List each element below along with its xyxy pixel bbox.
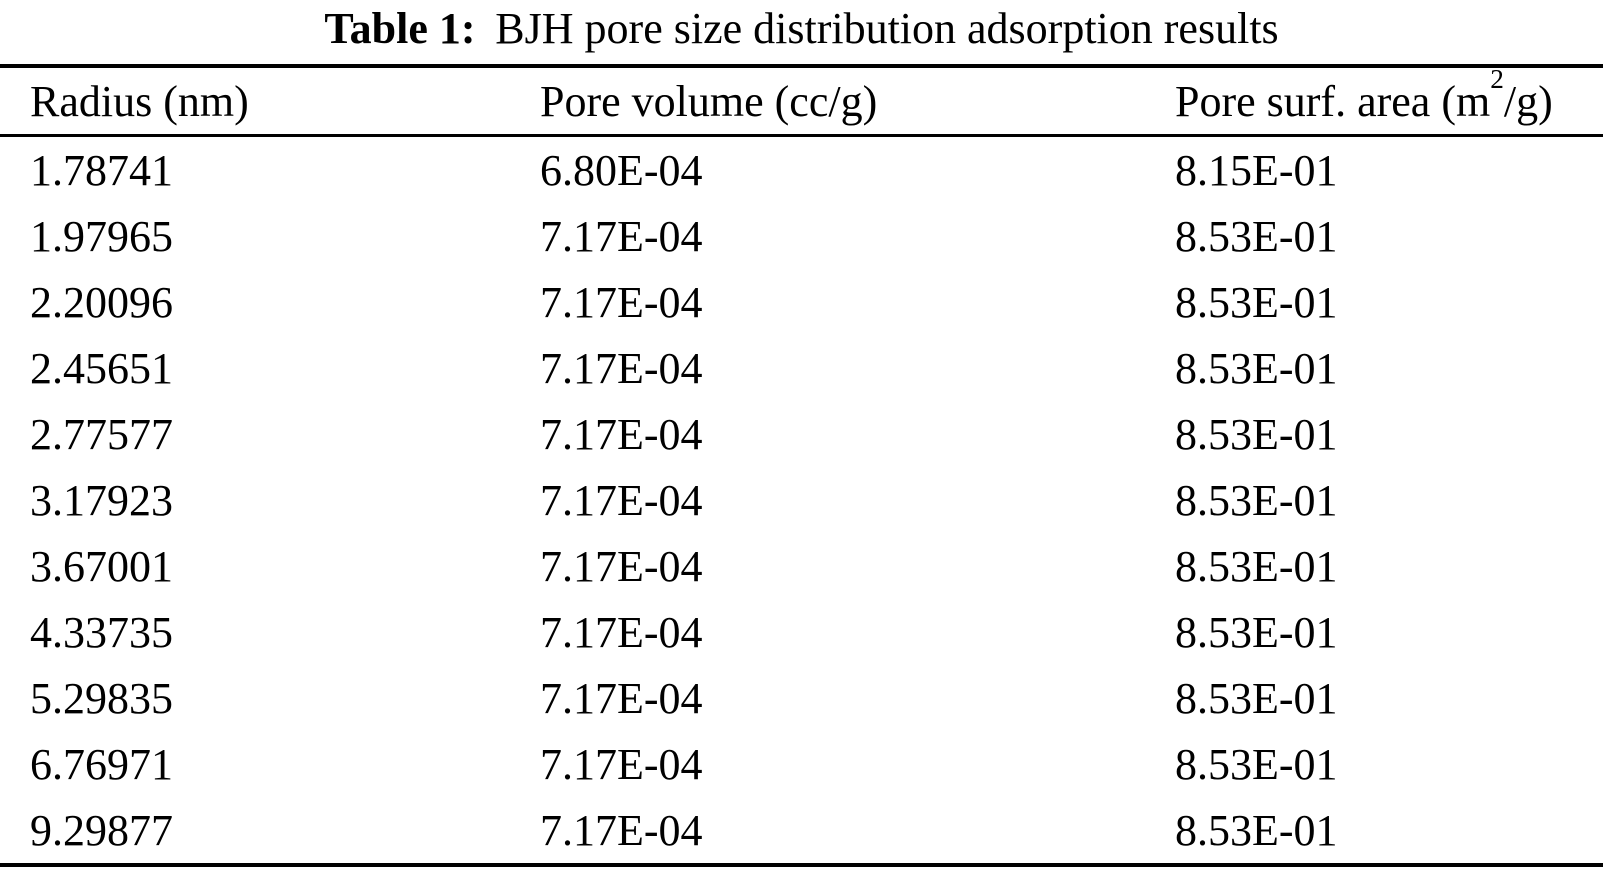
table-cell: 1.97965 (30, 211, 173, 261)
column-header-radius: Radius (nm) (0, 66, 540, 137)
column-header-radius-label: Radius (nm) (30, 76, 249, 126)
table-cell: 5.29835 (30, 673, 173, 723)
table-cell: 7.17E-04 (540, 475, 703, 525)
table-cell: 8.53E-01 (1175, 409, 1338, 459)
table-cell: 1.78741 (30, 145, 173, 195)
table-cell: 2.77577 (30, 409, 173, 459)
table-caption-label: Table 1: (324, 4, 476, 53)
table-row: 2.77577 7.17E-04 8.53E-01 (0, 401, 1603, 467)
table-cell: 8.53E-01 (1175, 343, 1338, 393)
column-header-pore-surface-area-unit-tail: /g) (1503, 76, 1553, 126)
table-cell: 7.17E-04 (540, 277, 703, 327)
table-cell: 7.17E-04 (540, 541, 703, 591)
table-caption-text: BJH pore size distribution adsorption re… (495, 4, 1279, 53)
table-row: 2.45651 7.17E-04 8.53E-01 (0, 335, 1603, 401)
table-cell: 8.53E-01 (1175, 211, 1338, 261)
results-table: Radius (nm) Pore volume (cc/g) Pore surf… (0, 64, 1603, 867)
table-cell: 7.17E-04 (540, 343, 703, 393)
table-cell: 8.53E-01 (1175, 805, 1338, 855)
column-header-pore-volume-label: Pore volume (cc/g) (540, 76, 878, 126)
table-cell: 8.53E-01 (1175, 607, 1338, 657)
table-row: 1.97965 7.17E-04 8.53E-01 (0, 203, 1603, 269)
table-cell: 7.17E-04 (540, 673, 703, 723)
table-cell: 8.53E-01 (1175, 475, 1338, 525)
table-cell: 2.45651 (30, 343, 173, 393)
column-header-pore-volume: Pore volume (cc/g) (540, 66, 1175, 137)
table-cell: 7.17E-04 (540, 409, 703, 459)
column-header-pore-surface-area: Pore surf. area (m2/g) (1175, 63, 1603, 137)
table-cell: 8.15E-01 (1175, 145, 1338, 195)
table-cell: 7.17E-04 (540, 607, 703, 657)
table-cell: 9.29877 (30, 805, 173, 855)
table-cell: 8.53E-01 (1175, 541, 1338, 591)
table-header-row: Radius (nm) Pore volume (cc/g) Pore surf… (0, 63, 1603, 137)
table-row: 5.29835 7.17E-04 8.53E-01 (0, 665, 1603, 731)
table-cell: 8.53E-01 (1175, 739, 1338, 789)
table-row: 3.17923 7.17E-04 8.53E-01 (0, 467, 1603, 533)
table-cell: 7.17E-04 (540, 805, 703, 855)
table-header: Radius (nm) Pore volume (cc/g) Pore surf… (0, 63, 1603, 137)
table-cell: 3.67001 (30, 541, 173, 591)
table-row: 3.67001 7.17E-04 8.53E-01 (0, 533, 1603, 599)
table-cell: 7.17E-04 (540, 211, 703, 261)
table-cell: 8.53E-01 (1175, 673, 1338, 723)
table-row: 9.29877 7.17E-04 8.53E-01 (0, 797, 1603, 865)
table-cell: 8.53E-01 (1175, 277, 1338, 327)
column-header-pore-surface-area-label: Pore surf. area (m (1175, 76, 1491, 126)
table-row: 2.20096 7.17E-04 8.53E-01 (0, 269, 1603, 335)
table-cell: 3.17923 (30, 475, 173, 525)
table-caption: Table 1: BJH pore size distribution adsor… (0, 0, 1603, 64)
table-row: 6.76971 7.17E-04 8.53E-01 (0, 731, 1603, 797)
table-body: 1.78741 6.80E-04 8.15E-01 1.97965 7.17E-04 8.… (0, 136, 1603, 866)
table-row: 4.33735 7.17E-04 8.53E-01 (0, 599, 1603, 665)
column-header-superscript: 2 (1490, 63, 1504, 94)
table-cell: 6.80E-04 (540, 145, 703, 195)
table-cell: 4.33735 (30, 607, 173, 657)
table-cell: 7.17E-04 (540, 739, 703, 789)
table-cell: 2.20096 (30, 277, 173, 327)
table-row: 1.78741 6.80E-04 8.15E-01 (0, 136, 1603, 204)
table-cell: 6.76971 (30, 739, 173, 789)
